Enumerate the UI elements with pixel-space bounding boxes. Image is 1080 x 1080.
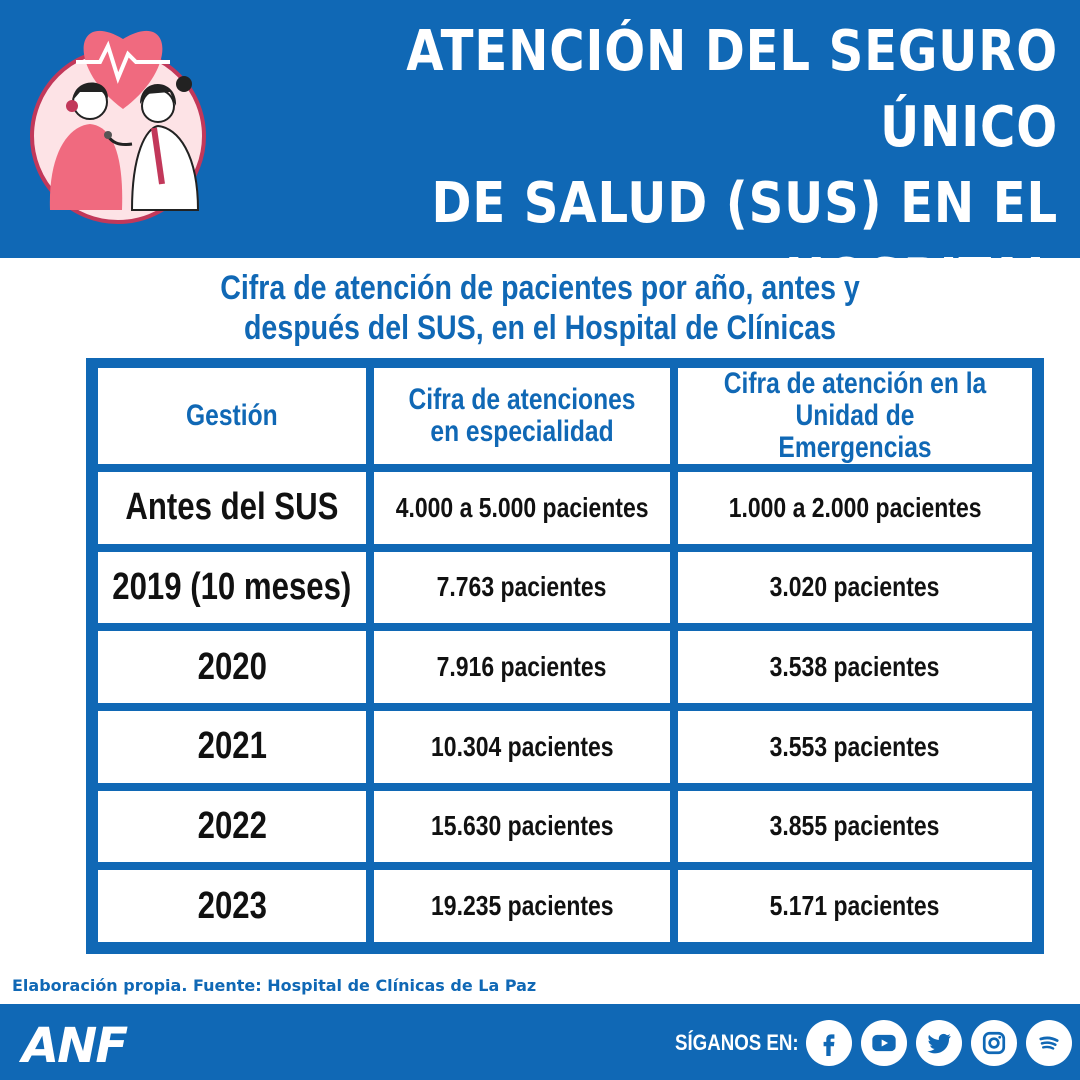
spotify-icon[interactable] — [1026, 1020, 1072, 1066]
table-cell-especialidad: 4.000 a 5.000 pacientes — [374, 472, 670, 544]
title-line: ATENCIÓN DEL SEGURO ÚNICO — [406, 19, 1058, 160]
data-table: Gestión Cifra de atenciones en especiali… — [86, 358, 1044, 954]
table-cell-especialidad: 10.304 pacientes — [374, 710, 670, 783]
table-cell-especialidad: 19.235 pacientes — [374, 870, 670, 942]
table-cell-emergencias: 3.855 pacientes — [678, 790, 1032, 863]
table-cell-emergencias: 3.020 pacientes — [678, 551, 1032, 624]
instagram-icon[interactable] — [971, 1020, 1017, 1066]
table-cell-year: 2019 (10 meses) — [98, 551, 366, 624]
facebook-icon[interactable] — [806, 1020, 852, 1066]
column-header-especialidad: Cifra de atenciones en especialidad — [374, 368, 670, 464]
subtitle-line: Cifra de atención de pacientes por año, … — [220, 269, 860, 307]
table-cell-especialidad: 7.763 pacientes — [374, 551, 670, 624]
anf-logo[interactable]: ANF — [22, 1018, 128, 1074]
follow-label: SÍGANOS EN: — [675, 1030, 799, 1055]
footer-bar: ANF SÍGANOS EN: — [0, 1004, 1080, 1080]
table-cell-year: 2023 — [98, 870, 366, 942]
source-note: Elaboración propia. Fuente: Hospital de … — [12, 976, 537, 995]
table-cell-especialidad: 7.916 pacientes — [374, 631, 670, 703]
table-cell-emergencias: 3.553 pacientes — [678, 710, 1032, 783]
table-cell-year: Antes del SUS — [98, 472, 366, 544]
twitter-icon[interactable] — [916, 1020, 962, 1066]
table-cell-emergencias: 1.000 a 2.000 pacientes — [678, 472, 1032, 544]
table-cell-emergencias: 3.538 pacientes — [678, 631, 1032, 703]
table-cell-especialidad: 15.630 pacientes — [374, 790, 670, 863]
table-cell-year: 2020 — [98, 631, 366, 703]
subtitle-line: después del SUS, en el Hospital de Clíni… — [243, 309, 837, 347]
title-line: DE SALUD (SUS) EN EL HOSPITAL — [431, 171, 1058, 312]
doctor-patient-illustration — [30, 30, 206, 224]
social-links — [806, 1020, 1072, 1066]
table-cell-year: 2022 — [98, 790, 366, 863]
table-subtitle: Cifra de atención de pacientes por año, … — [0, 268, 1080, 348]
table-cell-year: 2021 — [98, 710, 366, 783]
column-header-gestion: Gestión — [98, 368, 366, 464]
header-banner: ATENCIÓN DEL SEGURO ÚNICO DE SALUD (SUS)… — [0, 0, 1080, 388]
table-cell-emergencias: 5.171 pacientes — [678, 870, 1032, 942]
column-header-emergencias: Cifra de atención en la Unidad de Emerge… — [678, 368, 1032, 464]
youtube-icon[interactable] — [861, 1020, 907, 1066]
page-title: ATENCIÓN DEL SEGURO ÚNICO DE SALUD (SUS)… — [238, 14, 1058, 394]
